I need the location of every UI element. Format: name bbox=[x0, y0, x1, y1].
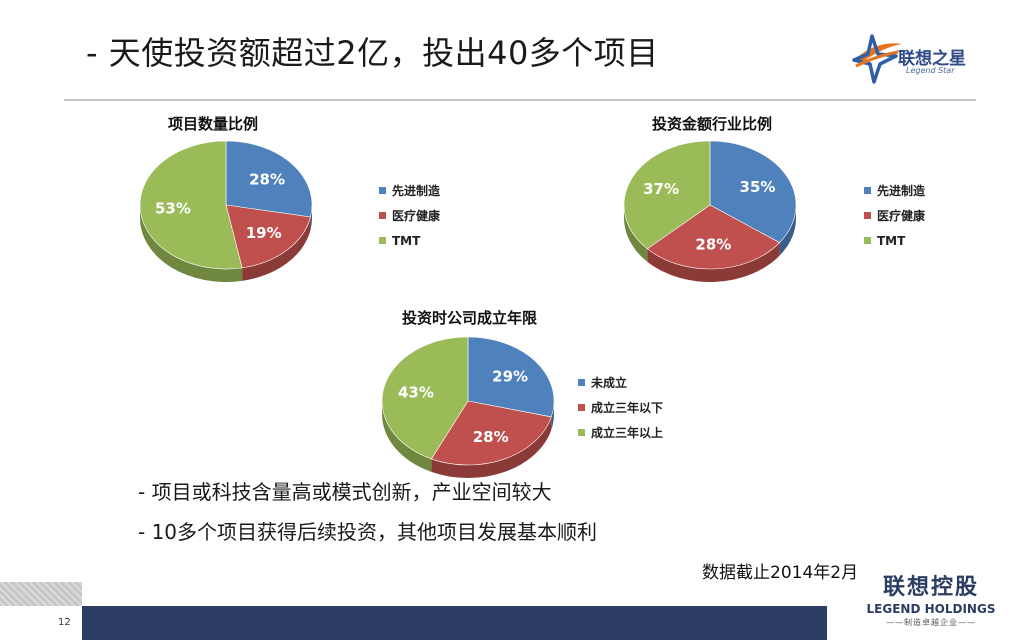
pie-slice-side-2 bbox=[647, 242, 780, 282]
bullet-item: - 项目或科技含量高或模式创新，产业空间较大 bbox=[138, 480, 552, 504]
bullet-item: - 10多个项目获得后续投资，其他项目发展基本顺利 bbox=[138, 520, 598, 544]
pie-slice-side-2 bbox=[431, 416, 552, 478]
pie-data-label: 43% bbox=[398, 383, 434, 401]
legend-label: 先进制造 bbox=[392, 184, 441, 198]
legend-item: 医疗健康 bbox=[864, 203, 925, 228]
legend-swatch bbox=[864, 212, 871, 219]
pie-data-label: 35% bbox=[740, 178, 776, 196]
pie-slice-side-1 bbox=[551, 401, 554, 430]
legend-label: 医疗健康 bbox=[877, 209, 926, 223]
legend-item: 先进制造 bbox=[379, 178, 440, 203]
legend-swatch bbox=[578, 429, 585, 436]
slide-title: - 天使投资额超过2亿，投出40多个项目 bbox=[86, 34, 659, 72]
pie-chart-project-count: 28% 19% 53% bbox=[139, 140, 313, 282]
pie-chart-company-age: 29% 28% 43% bbox=[381, 336, 555, 478]
legend-item: 成立三年以上 bbox=[578, 420, 663, 445]
footer-bar bbox=[82, 606, 827, 640]
legend-label: 医疗健康 bbox=[392, 209, 441, 223]
footer-texture bbox=[0, 582, 82, 606]
legend-item: 先进制造 bbox=[864, 178, 925, 203]
legend-holdings-logo: 联想控股 LEGEND HOLDINGS ——制造卓越企业—— bbox=[866, 574, 996, 634]
pie-data-label: 28% bbox=[695, 236, 731, 254]
pie-slice-2 bbox=[225, 204, 311, 269]
logo-chinese-name: 联想控股 bbox=[882, 575, 979, 600]
logo-english-name: LEGEND HOLDINGS bbox=[866, 602, 996, 616]
legend-label: 成立三年以下 bbox=[591, 401, 664, 415]
legend-label: TMT bbox=[877, 233, 906, 248]
legend-item: 成立三年以下 bbox=[578, 395, 663, 420]
pie-chart-investment-amount: 35% 28% 37% bbox=[623, 140, 797, 282]
pie-slice-side-3 bbox=[382, 401, 432, 472]
pie-data-label: 28% bbox=[249, 171, 285, 189]
legend-swatch bbox=[864, 187, 871, 194]
legend-item: TMT bbox=[379, 228, 440, 253]
pie-data-label: 37% bbox=[643, 180, 679, 198]
pie-slice-1 bbox=[709, 140, 797, 243]
pie-slice-side-1 bbox=[779, 205, 796, 256]
pie-slice-1 bbox=[225, 140, 313, 218]
pie-data-label: 53% bbox=[155, 200, 191, 218]
pie-slice-2 bbox=[646, 204, 781, 270]
logo-subtext: Legend Star bbox=[906, 66, 955, 75]
pie-slice-side-3 bbox=[624, 205, 648, 262]
pie-data-label: 28% bbox=[473, 428, 509, 446]
chart-title-project-count: 项目数量比例 bbox=[168, 115, 259, 133]
legend-investment-amount: 先进制造医疗健康 TMT bbox=[864, 178, 925, 253]
pie-slice-2 bbox=[430, 400, 552, 466]
legend-label: TMT bbox=[392, 233, 421, 248]
pie-slice-3 bbox=[623, 140, 711, 250]
legend-swatch bbox=[379, 212, 386, 219]
legend-swatch bbox=[379, 237, 386, 244]
legend-label: 未成立 bbox=[591, 376, 628, 390]
pie-slice-1 bbox=[467, 336, 555, 418]
chart-title-investment-amount: 投资金额行业比例 bbox=[652, 115, 773, 133]
bullet-list: - 项目或科技含量高或模式创新，产业空间较大 - 10多个项目获得后续投资，其他… bbox=[138, 478, 597, 558]
pie-data-label: 19% bbox=[246, 224, 282, 242]
legend-label: 成立三年以上 bbox=[591, 426, 664, 440]
legend-swatch bbox=[379, 187, 386, 194]
pie-data-label: 29% bbox=[492, 368, 528, 386]
chart-title-company-age: 投资时公司成立年限 bbox=[402, 309, 538, 327]
page-number: 12 bbox=[58, 617, 71, 628]
legend-swatch bbox=[578, 379, 585, 386]
legend-company-age: 未成立成立三年以下 成立三年以上 bbox=[578, 370, 663, 445]
legend-item: 未成立 bbox=[578, 370, 663, 395]
data-source-note: 数据截止2014年2月 bbox=[702, 563, 859, 583]
legend-label: 先进制造 bbox=[877, 184, 926, 198]
title-divider bbox=[64, 99, 976, 101]
legend-swatch bbox=[864, 237, 871, 244]
legend-item: 医疗健康 bbox=[379, 203, 440, 228]
pie-slice-side-2 bbox=[242, 216, 311, 281]
legend-star-logo: 联想之星 Legend Star bbox=[846, 26, 976, 86]
logo-tagline: ——制造卓越企业—— bbox=[886, 618, 976, 627]
legend-project-count: 先进制造医疗健康 TMT bbox=[379, 178, 440, 253]
pie-slice-3 bbox=[139, 140, 243, 270]
star-icon bbox=[852, 34, 902, 84]
pie-slice-3 bbox=[381, 336, 469, 460]
legend-item: TMT bbox=[864, 228, 925, 253]
logo-text: 联想之星 bbox=[898, 49, 966, 69]
pie-slice-side-3 bbox=[140, 205, 243, 282]
legend-swatch bbox=[578, 404, 585, 411]
